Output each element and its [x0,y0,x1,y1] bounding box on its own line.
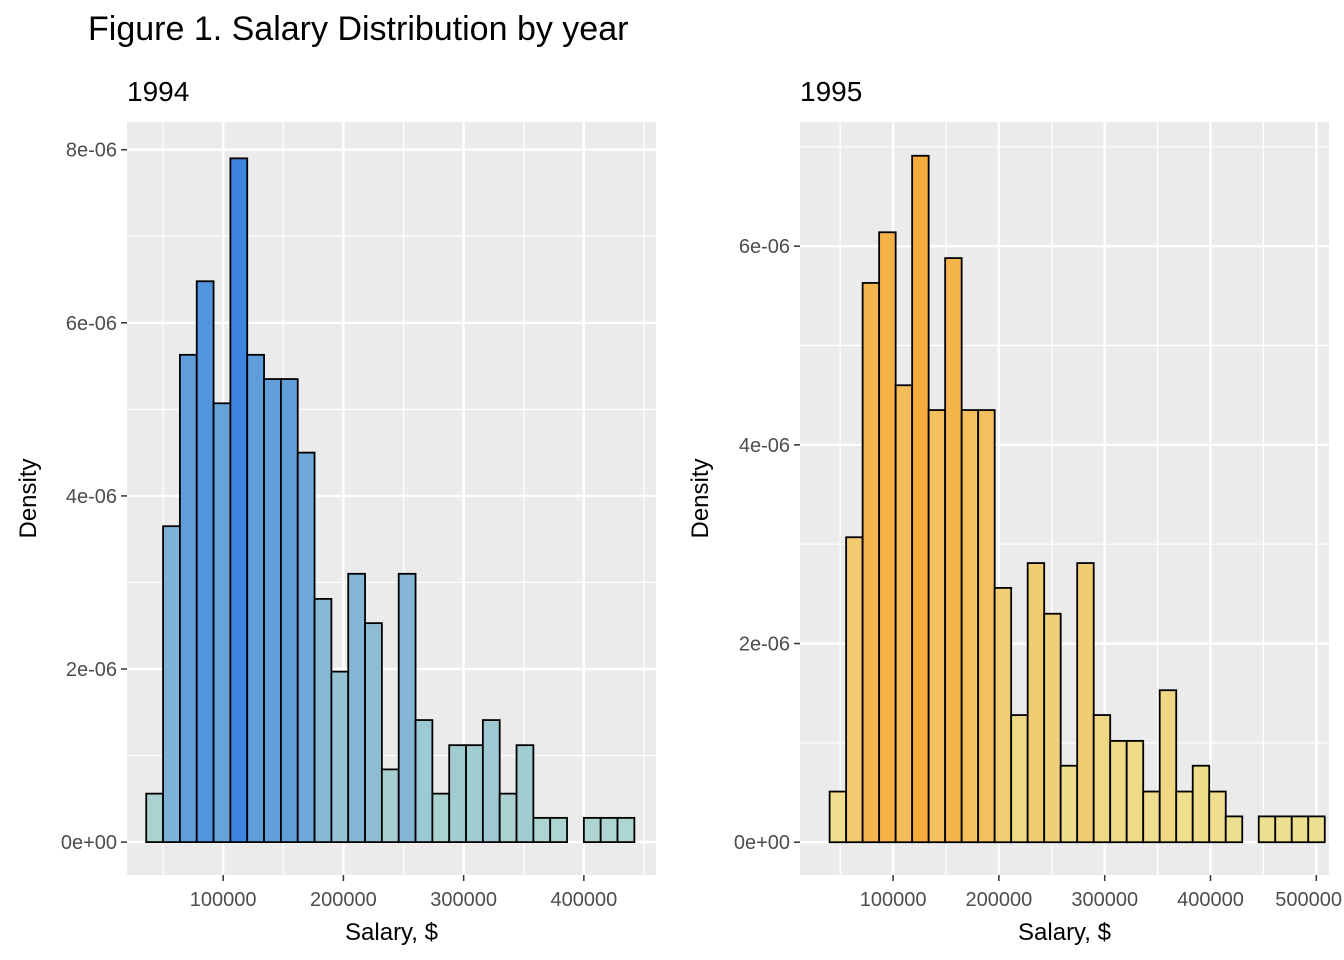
y-tick-label: 6e-06 [739,236,790,258]
histogram-bar [279,378,299,844]
x-tick-label: 400000 [1177,889,1244,911]
x-axis-title: Salary, $ [345,919,438,946]
histogram-bar [993,587,1013,844]
histogram-bar [414,719,434,844]
histogram-bar [1224,815,1244,844]
histogram-bar [448,744,467,844]
x-tick-label: 100000 [860,889,927,911]
histogram-bar [1059,764,1079,844]
y-tick-label: 2e-06 [739,634,790,656]
histogram-bar [582,816,602,844]
histogram-bar [1191,764,1211,844]
y-axis-title: Density [15,458,42,538]
histogram-bar [1158,689,1178,844]
histogram-bar [1043,612,1062,844]
x-tick-label: 100000 [190,889,257,911]
y-tick-label: 4e-06 [66,486,117,508]
x-tick-label: 300000 [430,889,497,911]
x-tick-label: 400000 [550,889,617,911]
histogram-bar [599,816,619,844]
histogram-bar [532,816,552,844]
histogram-bar [944,257,963,844]
histogram-bar [380,768,400,844]
histogram-bar [1307,815,1326,844]
histogram-bar [1257,815,1277,844]
histogram-bar [1026,562,1046,844]
histogram-bar [1290,815,1310,844]
x-tick-label: 200000 [310,889,377,911]
panel-1994: 0e+00 2e-06 4e-06 6e-06 8e-06 100000 200000 300… [15,76,656,946]
y-axis-title: Density [687,458,714,538]
histogram-bar [960,409,980,844]
histogram-bar [1175,790,1194,844]
histogram-bar [1125,739,1145,844]
panel-1995: 0e+00 2e-06 4e-06 6e-06 100000 200000 300000 40… [687,76,1342,946]
histogram-bar [481,719,501,844]
panel-title: 1995 [800,76,862,107]
histogram-bar [861,282,881,844]
histogram-bar [195,280,215,844]
histogram-bar [1208,790,1227,844]
panel-title: 1994 [127,76,189,107]
histogram-bar [1092,714,1112,844]
histogram-bar [263,378,282,844]
histogram-bar [549,816,568,844]
histogram-bar [911,154,930,844]
x-tick-label: 200000 [966,889,1033,911]
histogram-bar [1010,714,1029,844]
y-tick-label: 4e-06 [739,435,790,457]
histogram-bar [229,157,249,844]
x-tick-label: 300000 [1071,889,1138,911]
histogram-bar [1274,815,1293,844]
histogram-bar [515,744,535,844]
histogram-bar [927,409,947,844]
figure-title: Figure 1. Salary Distribution by year [88,10,629,48]
y-tick-label: 6e-06 [66,313,117,335]
histogram-bar [145,792,164,844]
histogram-bar [296,451,316,844]
histogram-bar [616,816,636,844]
histogram-bar [246,353,265,844]
histogram-bar [845,536,864,844]
histogram-bar [1109,739,1128,844]
histogram-bar [178,353,198,844]
histogram-bar [977,409,996,844]
y-tick-label: 0e+00 [61,832,117,854]
histogram-bar [828,790,848,844]
y-tick-label: 0e+00 [734,832,790,854]
histogram-bar [364,622,383,844]
histogram-bar [330,670,350,844]
histogram-bar [313,598,333,844]
x-axis-title: Salary, $ [1018,919,1111,946]
histogram-bar [894,384,914,844]
histogram-bar [162,525,181,844]
histogram-bar [1142,790,1161,844]
histogram-bar [347,572,366,844]
histogram-bar [498,792,518,844]
histogram-bar [878,231,897,844]
y-tick-label: 8e-06 [66,140,117,162]
histogram-bar [465,744,484,844]
histogram-bar [397,572,417,844]
histogram-bar [212,402,232,844]
histogram-bar [1076,562,1095,844]
y-tick-label: 2e-06 [66,659,117,681]
x-tick-label: 500000 [1275,889,1342,911]
histogram-bar [431,792,451,844]
